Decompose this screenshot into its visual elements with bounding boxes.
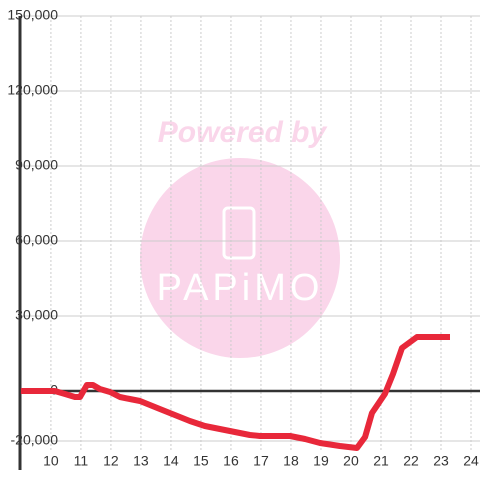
watermark-text: Powered by [158, 116, 328, 149]
x-tick-label: 15 [193, 453, 209, 469]
x-tick-label: 14 [163, 453, 179, 469]
y-tick-label: 90,000 [15, 157, 58, 173]
x-tick-label: 19 [313, 453, 329, 469]
x-tick-label: 18 [283, 453, 299, 469]
x-tick-label: 23 [433, 453, 449, 469]
x-tick-label: 11 [74, 453, 89, 469]
data-line [20, 334, 450, 451]
watermark-brand: PAPiMO [157, 267, 324, 309]
x-tick-label: 17 [253, 453, 269, 469]
watermark-icon [222, 206, 256, 260]
y-tick-label: 150,000 [7, 7, 58, 23]
x-tick-label: 20 [343, 453, 359, 469]
watermark: Powered by PAPiMO [140, 116, 340, 358]
x-tick-label: 22 [403, 453, 419, 469]
x-tick-label: 10 [43, 453, 59, 469]
x-tick-label: 13 [133, 453, 149, 469]
y-tick-label: 120,000 [7, 82, 58, 98]
x-tick-label: 12 [103, 453, 119, 469]
x-tick-label: 21 [373, 453, 389, 469]
y-tick-label: 30,000 [15, 307, 58, 323]
y-tick-label: -20,000 [11, 432, 59, 448]
x-tick-label: 24 [463, 453, 479, 469]
y-tick-label: 60,000 [15, 232, 58, 248]
x-tick-label: 16 [223, 453, 239, 469]
